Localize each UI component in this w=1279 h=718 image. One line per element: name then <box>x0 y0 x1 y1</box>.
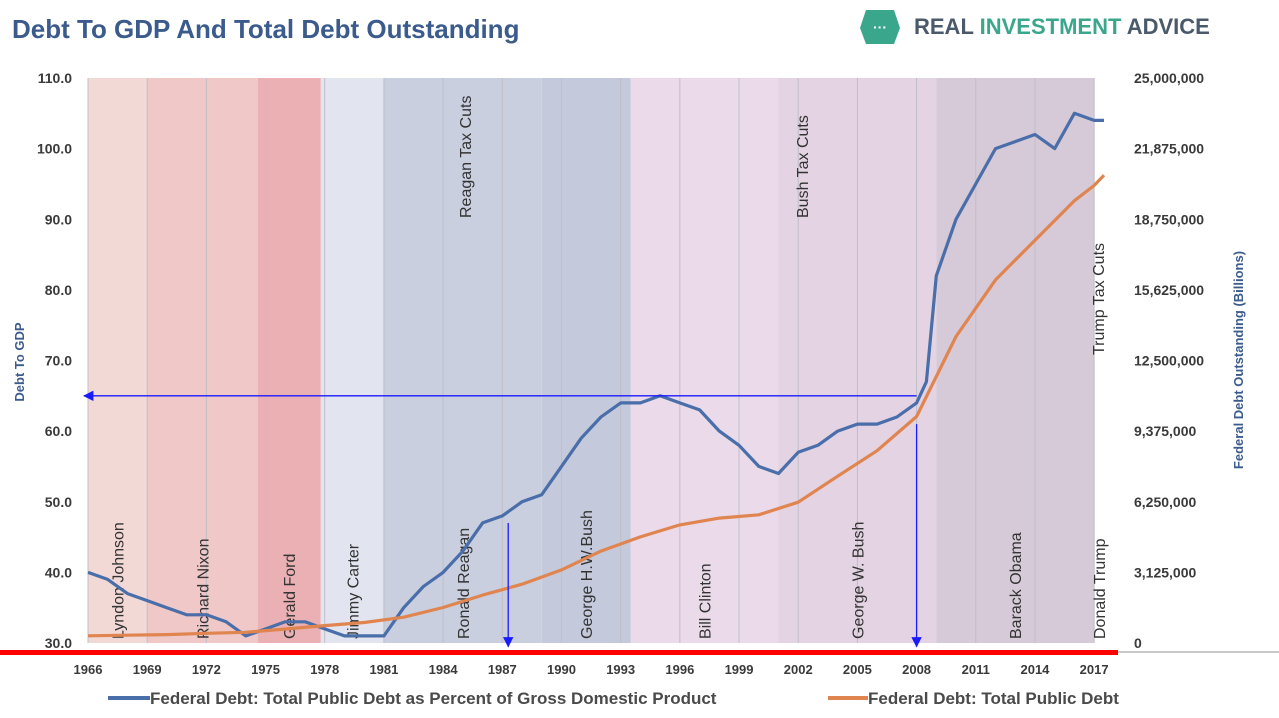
era-band <box>88 78 148 643</box>
legend: Federal Debt: Total Public Debt as Perce… <box>108 689 1119 708</box>
y-tick-right: 9,375,000 <box>1134 423 1196 439</box>
era-band <box>630 78 779 643</box>
policy-annotation: Reagan Tax Cuts <box>458 96 475 218</box>
y-tick-right: 0 <box>1134 635 1142 651</box>
policy-annotation: Trump Tax Cuts <box>1091 243 1108 355</box>
x-tick: 1987 <box>488 662 517 677</box>
y-tick-right: 15,625,000 <box>1134 282 1204 298</box>
era-label: Ronald Reagan <box>456 528 473 639</box>
x-tick: 2017 <box>1080 662 1109 677</box>
series-lines <box>87 111 1106 638</box>
era-band <box>147 78 258 643</box>
annotation-arrows <box>83 390 922 648</box>
y-tick-right: 25,000,000 <box>1134 70 1204 86</box>
y-tick-right: 18,750,000 <box>1134 211 1204 227</box>
era-band <box>320 78 384 643</box>
era-band <box>1094 78 1104 643</box>
y-tick-right: 3,125,000 <box>1134 564 1196 580</box>
y-axis-label-right: Federal Debt Outstanding (Billions) <box>1231 251 1246 469</box>
y-tick-left: 90.0 <box>45 211 72 227</box>
y-tick-right: 6,250,000 <box>1134 494 1196 510</box>
y-tick-left: 40.0 <box>45 564 72 580</box>
era-label: Gerald Ford <box>282 554 299 639</box>
era-band <box>541 78 631 643</box>
progress-track <box>1118 651 1279 653</box>
y-tick-left: 30.0 <box>45 635 72 651</box>
gridlines <box>87 78 1095 643</box>
x-tick: 1984 <box>429 662 459 677</box>
era-label: George H.W.Bush <box>579 510 596 639</box>
x-tick: 1978 <box>310 662 339 677</box>
logo: ··· REAL INVESTMENT ADVICE <box>860 10 1210 44</box>
x-tick: 1996 <box>665 662 694 677</box>
legend-label-total-debt: Federal Debt: Total Public Debt <box>868 689 1119 708</box>
era-label: Richard Nixon <box>195 539 212 639</box>
era-label: George W. Bush <box>850 522 867 639</box>
y-tick-left: 100.0 <box>37 141 72 157</box>
era-label: Jimmy Carter <box>345 543 362 639</box>
svg-text:···: ··· <box>873 19 887 35</box>
era-label: Bill Clinton <box>698 563 715 639</box>
axes: 110.0 100.0 90.0 80.0 70.0 60.0 50.0 40.0 30.0 25… <box>37 70 1204 677</box>
era-label: Barack Obama <box>1008 532 1025 639</box>
x-tick: 1981 <box>369 662 398 677</box>
x-tick: 1969 <box>133 662 162 677</box>
era-band <box>936 78 1095 643</box>
x-tick: 2005 <box>843 662 872 677</box>
speech-bubble-icon <box>860 10 900 44</box>
x-tick: 1990 <box>547 662 576 677</box>
era-labels: Lyndon Johnson Richard Nixon Gerald Ford Ji… <box>111 96 1109 639</box>
x-tick: 1999 <box>725 662 754 677</box>
x-tick: 2011 <box>962 662 990 677</box>
x-tick: 1972 <box>192 662 221 677</box>
series-line-total-debt <box>87 174 1106 638</box>
red-progress-bar <box>0 650 1118 655</box>
x-tick: 1993 <box>606 662 635 677</box>
era-label: Lyndon Johnson <box>111 522 128 639</box>
x-tick: 2014 <box>1020 662 1050 677</box>
y-tick-left: 70.0 <box>45 353 72 369</box>
y-tick-left: 60.0 <box>45 423 72 439</box>
policy-annotation: Bush Tax Cuts <box>795 115 812 218</box>
era-label: Donald Trump <box>1092 538 1109 639</box>
legend-label-debt-gdp: Federal Debt: Total Public Debt as Perce… <box>150 689 717 708</box>
y-tick-left: 50.0 <box>45 494 72 510</box>
y-axis-label-left: Debt To GDP <box>12 322 27 402</box>
era-band <box>257 78 321 643</box>
x-tick: 1975 <box>251 662 280 677</box>
logo-text: REAL INVESTMENT ADVICE <box>914 14 1210 39</box>
chart-title: Debt To GDP And Total Debt Outstanding <box>12 14 519 44</box>
y-tick-right: 21,875,000 <box>1134 141 1204 157</box>
y-tick-right: 12,500,000 <box>1134 353 1204 369</box>
x-tick: 2002 <box>784 662 813 677</box>
x-tick: 2008 <box>902 662 931 677</box>
y-tick-left: 110.0 <box>38 70 72 86</box>
x-tick: 1966 <box>74 662 103 677</box>
y-tick-left: 80.0 <box>45 282 72 298</box>
